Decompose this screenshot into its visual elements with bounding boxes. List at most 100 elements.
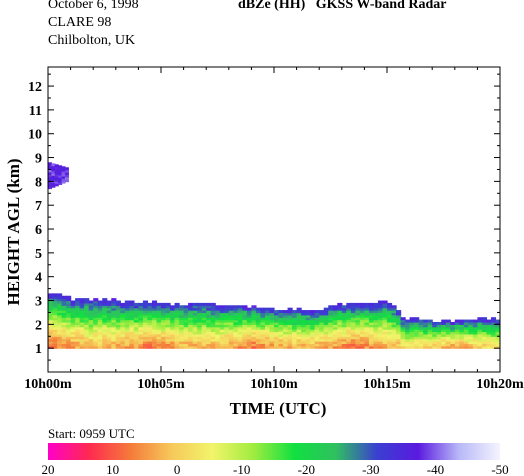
echo-cell [495,329,500,333]
echo-cell [314,331,320,335]
echo-cell [201,302,207,306]
echo-cell [495,333,500,337]
echo-cell [260,324,266,328]
echo-cell [192,338,198,342]
echo-cell [310,333,316,337]
echo-cell [228,333,234,337]
echo-cell [174,329,180,333]
echo-cell [486,329,492,333]
echo-cell [269,333,275,337]
echo-cell [75,321,81,325]
echo-cell [48,341,54,345]
echo-cell [66,314,72,318]
echo-cell [255,310,262,314]
echo-cell [405,333,411,337]
echo-cell [314,329,320,333]
echo-cell [129,336,135,340]
echo-cell [255,329,262,333]
echo-cell [296,345,302,349]
echo-cell [423,336,429,340]
x-axis: 10h00m 10h05m 10h10m 10h15m 10h20m [24,67,524,392]
echo-cell [405,331,411,335]
echo-cell [260,307,266,311]
echo-cell [364,326,370,330]
echo-cell [106,329,112,333]
echo-cell [477,329,483,333]
echo-cell [495,326,500,330]
echo-cell [61,305,67,309]
echo-cell [368,333,375,337]
echo-cell [332,343,338,347]
echo-cell [170,321,176,325]
echo-cell [405,343,411,347]
echo-cell [88,319,94,323]
echo-cell [88,310,94,314]
echo-cell [314,326,320,330]
echo-cell [463,324,469,328]
echo-cell [391,314,397,318]
echo-cell [84,317,90,321]
echo-cell [409,324,415,328]
echo-cell [423,324,429,328]
echo-cell [206,343,212,347]
echo-cell [423,319,429,323]
echo-cell [260,345,266,349]
echo-cell [278,329,284,333]
echo-cell [52,333,58,337]
echo-cell [387,305,393,309]
echo-cell [255,307,262,311]
echo-cell [84,314,90,318]
echo-cell [387,331,393,335]
echo-cell [66,319,72,323]
echo-cell [255,321,262,325]
echo-cell [142,333,149,337]
echo-cell [57,295,63,299]
echo-cell [481,319,488,323]
echo-cell [201,319,207,323]
echo-cell [242,305,248,309]
echo-cell [156,329,162,333]
echo-cell [124,300,130,304]
echo-cell [75,300,81,304]
echo-cell [391,312,397,316]
echo-cell [260,314,266,318]
echo-cell [301,321,307,325]
echo-cell [233,314,239,318]
echo-cell [418,331,424,335]
echo-cell [161,329,167,333]
echo-cell [414,343,420,347]
echo-cell [57,310,63,314]
echo-cell [486,341,492,345]
echo-cell [481,345,488,349]
echo-cell [486,336,492,340]
echo-cell [142,310,149,314]
echo-cell [332,307,338,311]
echo-cell [255,326,262,330]
echo-cell [129,314,135,318]
echo-cell [102,333,108,337]
echo-cell [151,312,158,316]
echo-cell [52,317,58,321]
echo-cell [432,333,438,337]
echo-cell [57,319,63,323]
echo-cell [500,336,505,339]
echo-cell [138,310,144,314]
echo-cell [346,317,352,321]
echo-cell [64,167,69,171]
echo-cell [382,329,388,333]
echo-cell [147,336,153,340]
echo-cell [287,341,293,345]
echo-cell [468,326,474,330]
echo-cell [355,314,361,318]
echo-cell [292,345,298,349]
echo-cell [283,312,289,316]
echo-cell [58,174,63,178]
echo-cell [219,324,225,328]
echo-cell [373,333,379,337]
echo-cell [210,326,216,330]
echo-cell [79,305,85,309]
echo-cell [138,319,144,323]
echo-cell [332,336,338,340]
echo-cell [346,333,352,337]
echo-cell [477,321,483,325]
